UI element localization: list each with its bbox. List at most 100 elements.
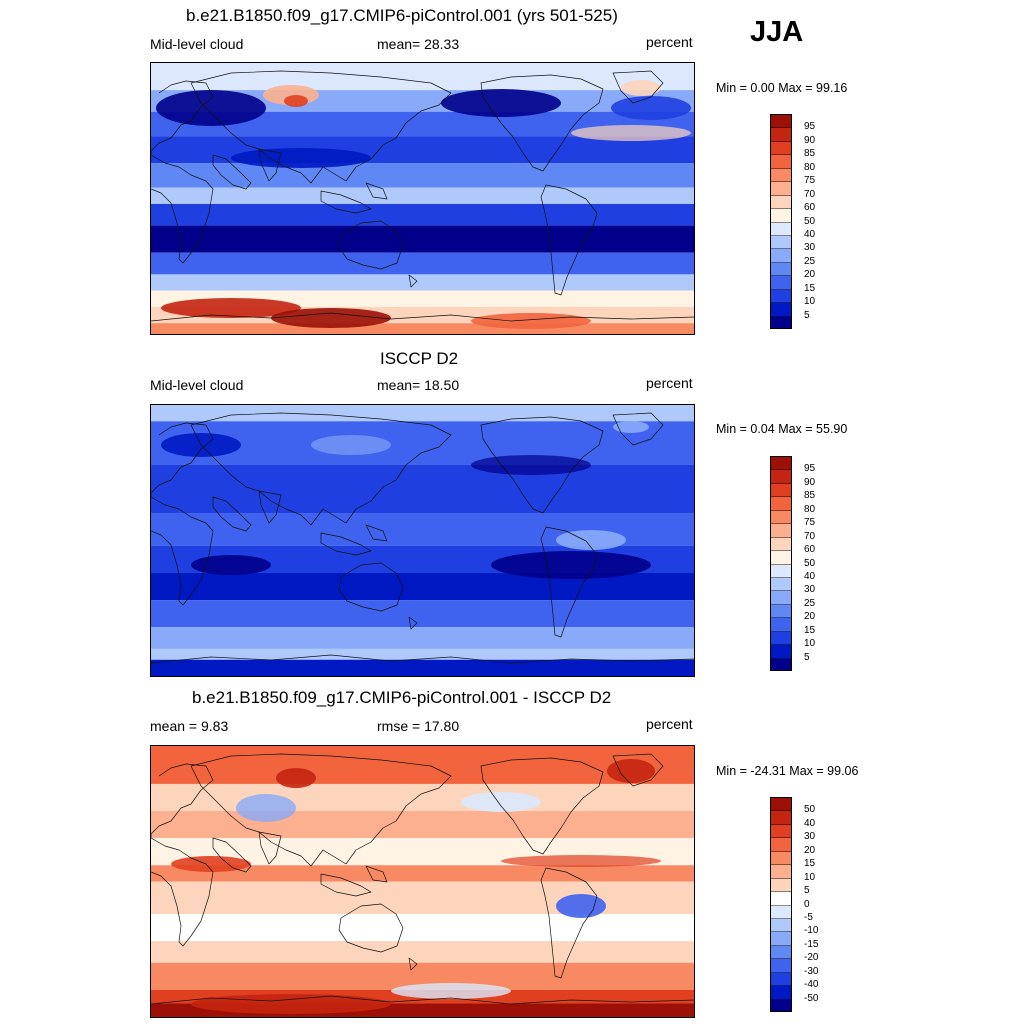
colorbar-tick-label: 70 [804,188,816,200]
colorbar-tick-label: -5 [804,911,813,923]
colorbar-box [770,797,792,1012]
panel-1-colorbar: 95 90 85 80 75 70 60 50 40 30 25 20 15 10 5 [770,114,815,329]
colorbar-swatch [771,497,791,511]
colorbar-swatch [771,564,791,578]
colorbar-tick-label: -15 [804,938,819,950]
colorbar-swatch [771,945,791,960]
colorbar-swatch [771,483,791,498]
colorbar-tick-label: -40 [804,979,819,991]
colorbar-swatch [771,470,791,484]
panel-1-map [150,62,695,335]
colorbar-tick-label: 30 [804,242,816,254]
panel-1-mean-label: mean= 28.33 [377,36,460,52]
colorbar-tick-label: 30 [804,584,816,596]
colorbar-swatch [771,141,791,156]
colorbar-swatch [771,591,791,605]
colorbar-swatch [771,316,791,328]
colorbar-tick-label: 10 [804,296,816,308]
colorbar-swatch [771,618,791,632]
colorbar-swatch [771,865,791,879]
panel-3-map [150,745,695,1018]
colorbar-tick-label: 95 [804,463,816,475]
colorbar-swatch [771,658,791,670]
colorbar-tick-label: -10 [804,925,819,937]
colorbar-swatch [771,645,791,659]
colorbar-tick-label: 10 [804,638,816,650]
colorbar-tick-label: 10 [804,871,816,883]
colorbar-swatch [771,262,791,277]
colorbar-box [770,456,792,671]
panel-2-colorbar: 95 90 85 80 75 70 60 50 40 30 25 20 15 10 5 [770,456,815,671]
colorbar-tick-label: 60 [804,544,816,556]
colorbar-tick-label: 75 [804,175,816,187]
colorbar-swatch [771,524,791,538]
colorbar-tick-label: 5 [804,309,810,321]
colorbar-swatch [771,457,791,471]
colorbar-swatch [771,972,791,987]
colorbar-box [770,114,792,329]
colorbar-tick-label: 85 [804,148,816,160]
colorbar-swatch [771,851,791,866]
colorbar-tick-label: 80 [804,503,816,515]
colorbar-swatch [771,209,791,223]
panel-1-minmax: Min = 0.00 Max = 99.16 [716,81,848,95]
colorbar-tick-label: -50 [804,992,819,1004]
colorbar-swatch [771,631,791,646]
panel-1-variable-label: Mid-level cloud [150,36,244,52]
colorbar-tick-label: 20 [804,611,816,623]
colorbar-tick-label: 80 [804,161,816,173]
panel-1-units-label: percent [646,34,693,50]
colorbar-swatch [771,551,791,565]
colorbar-tick-label: 50 [804,557,816,569]
colorbar-tick-label: 90 [804,476,816,488]
colorbar-tick-label: 90 [804,134,816,146]
colorbar-tick-label: 5 [804,885,810,897]
colorbar-tick-label: 15 [804,624,816,636]
colorbar-swatch [771,824,791,839]
panel-3-title: b.e21.B1850.f09_g17.CMIP6-piControl.001 … [192,688,612,707]
colorbar-swatch [771,182,791,196]
colorbar-swatch [771,276,791,290]
colorbar-swatch [771,115,791,129]
panel-3-minmax: Min = -24.31 Max = 99.06 [716,764,859,778]
colorbar-tick-label: 20 [804,269,816,281]
colorbar-swatch [771,537,791,552]
panel-3-mean-label: mean = 9.83 [150,718,229,734]
panel-2-variable-label: Mid-level cloud [150,377,244,393]
colorbar-tick-label: 50 [804,804,816,816]
colorbar-swatch [771,155,791,169]
colorbar-tick-label: 85 [804,490,816,502]
colorbar-swatch [771,195,791,210]
colorbar-swatch [771,838,791,852]
colorbar-tick-label: -20 [804,952,819,964]
panel-3-rmse-label: rmse = 17.80 [377,718,460,734]
colorbar-swatch [771,959,791,973]
colorbar-tick-label: 60 [804,202,816,214]
colorbar-swatch [771,892,791,906]
panel-2-minmax: Min = 0.04 Max = 55.90 [716,422,848,436]
colorbar-tick-label: 40 [804,570,816,582]
colorbar-tick-label: 15 [804,282,816,294]
colorbar-tick-label: 30 [804,831,816,843]
panel-2-units-label: percent [646,375,693,391]
colorbar-swatch [771,811,791,825]
colorbar-tick-label: 5 [804,651,810,663]
colorbar-swatch [771,222,791,236]
colorbar-swatch [771,932,791,946]
colorbar-swatch [771,510,791,525]
colorbar-tick-label: 40 [804,817,816,829]
colorbar-tick-label: 25 [804,597,816,609]
colorbar-tick-label: 0 [804,898,810,910]
colorbar-swatch [771,798,791,812]
colorbar-swatch [771,918,791,933]
colorbar-tick-label: 75 [804,517,816,529]
colorbar-swatch [771,577,791,592]
colorbar-tick-label: 20 [804,844,816,856]
colorbar-tick-label: 40 [804,228,816,240]
colorbar-swatch [771,168,791,183]
panel-1-title: b.e21.B1850.f09_g17.CMIP6-piControl.001 … [186,6,618,25]
colorbar-swatch [771,128,791,142]
colorbar-swatch [771,303,791,317]
panel-3-units-label: percent [646,716,693,732]
colorbar-swatch [771,289,791,304]
